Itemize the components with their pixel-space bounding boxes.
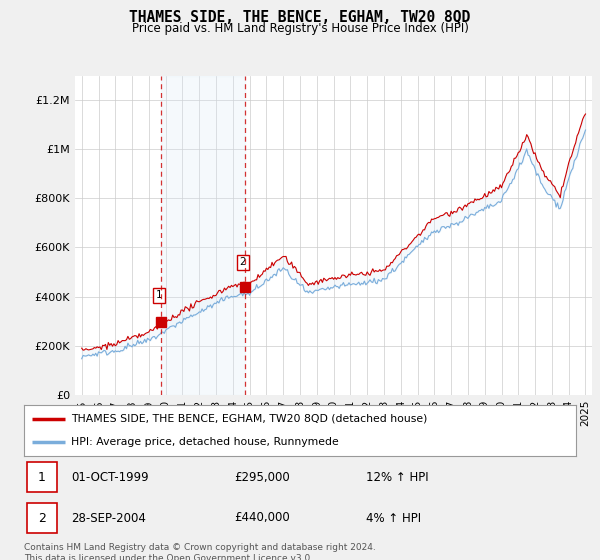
Text: 2: 2 [38,511,46,525]
Text: HPI: Average price, detached house, Runnymede: HPI: Average price, detached house, Runn… [71,437,338,447]
Text: 1: 1 [38,470,46,484]
Text: THAMES SIDE, THE BENCE, EGHAM, TW20 8QD (detached house): THAMES SIDE, THE BENCE, EGHAM, TW20 8QD … [71,414,427,424]
Bar [27,462,57,492]
Text: £440,000: £440,000 [234,511,290,525]
Text: 2: 2 [239,257,246,267]
Text: 4% ↑ HPI: 4% ↑ HPI [366,511,421,525]
Text: 12% ↑ HPI: 12% ↑ HPI [366,470,429,484]
Text: Price paid vs. HM Land Registry's House Price Index (HPI): Price paid vs. HM Land Registry's House … [131,22,469,35]
Bar [161,76,245,395]
Text: 1: 1 [155,290,162,300]
Bar [27,503,57,533]
Text: £295,000: £295,000 [234,470,290,484]
Text: Contains HM Land Registry data © Crown copyright and database right 2024.
This d: Contains HM Land Registry data © Crown c… [24,543,376,560]
Text: 28-SEP-2004: 28-SEP-2004 [71,511,146,525]
Text: THAMES SIDE, THE BENCE, EGHAM, TW20 8QD: THAMES SIDE, THE BENCE, EGHAM, TW20 8QD [130,10,470,25]
Text: 01-OCT-1999: 01-OCT-1999 [71,470,149,484]
